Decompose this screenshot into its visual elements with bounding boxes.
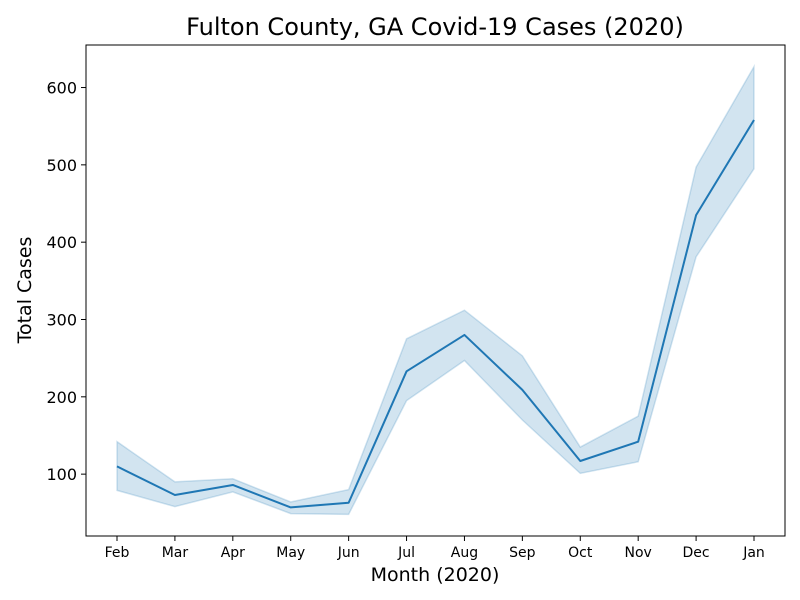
data-point-sep (520, 388, 524, 392)
y-axis-label: Total Cases (14, 237, 36, 345)
series-line (116, 119, 755, 509)
y-tick-label: 600 (46, 79, 77, 98)
x-tick-label: Dec (683, 545, 710, 561)
x-tick-label: Apr (221, 545, 245, 561)
x-axis-label: Month (2020) (371, 564, 500, 586)
y-tick-label: 100 (46, 465, 77, 484)
data-point-may (289, 505, 293, 509)
chart-title: Fulton County, GA Covid-19 Cases (2020) (186, 13, 684, 41)
data-point-aug (462, 333, 466, 337)
y-tick-label: 200 (46, 388, 77, 407)
x-tick-label: Jan (742, 545, 765, 561)
data-point-feb (115, 464, 119, 468)
confidence-band (116, 63, 755, 516)
axes: Feb Mar Apr May Jun Jul Aug Sep Oct Nov Dec Jan 100 2… (46, 44, 786, 561)
data-point-dec (694, 213, 698, 217)
data-point-mar (173, 493, 177, 497)
y-tick-label: 300 (46, 310, 77, 329)
x-tick-label: Jun (337, 545, 360, 561)
x-tick-label: Sep (509, 545, 536, 561)
plot-area (115, 63, 756, 516)
x-tick-label: Mar (162, 545, 189, 561)
y-tick-label: 500 (46, 156, 77, 175)
x-tick-label: Oct (568, 545, 593, 561)
axes-frame (85, 44, 786, 537)
x-tick-label: May (276, 545, 305, 561)
data-point-jul (405, 369, 409, 373)
data-point-oct (578, 459, 582, 463)
x-tick-label: Jul (397, 545, 415, 561)
data-point-jun (347, 501, 351, 505)
y-tick-label: 400 (46, 233, 77, 252)
x-tick-label: Feb (105, 545, 130, 561)
x-tick-label: Aug (451, 545, 478, 561)
data-point-nov (636, 440, 640, 444)
data-point-apr (231, 483, 235, 487)
data-point-jan (752, 118, 756, 122)
x-tick-label: Nov (625, 545, 652, 561)
